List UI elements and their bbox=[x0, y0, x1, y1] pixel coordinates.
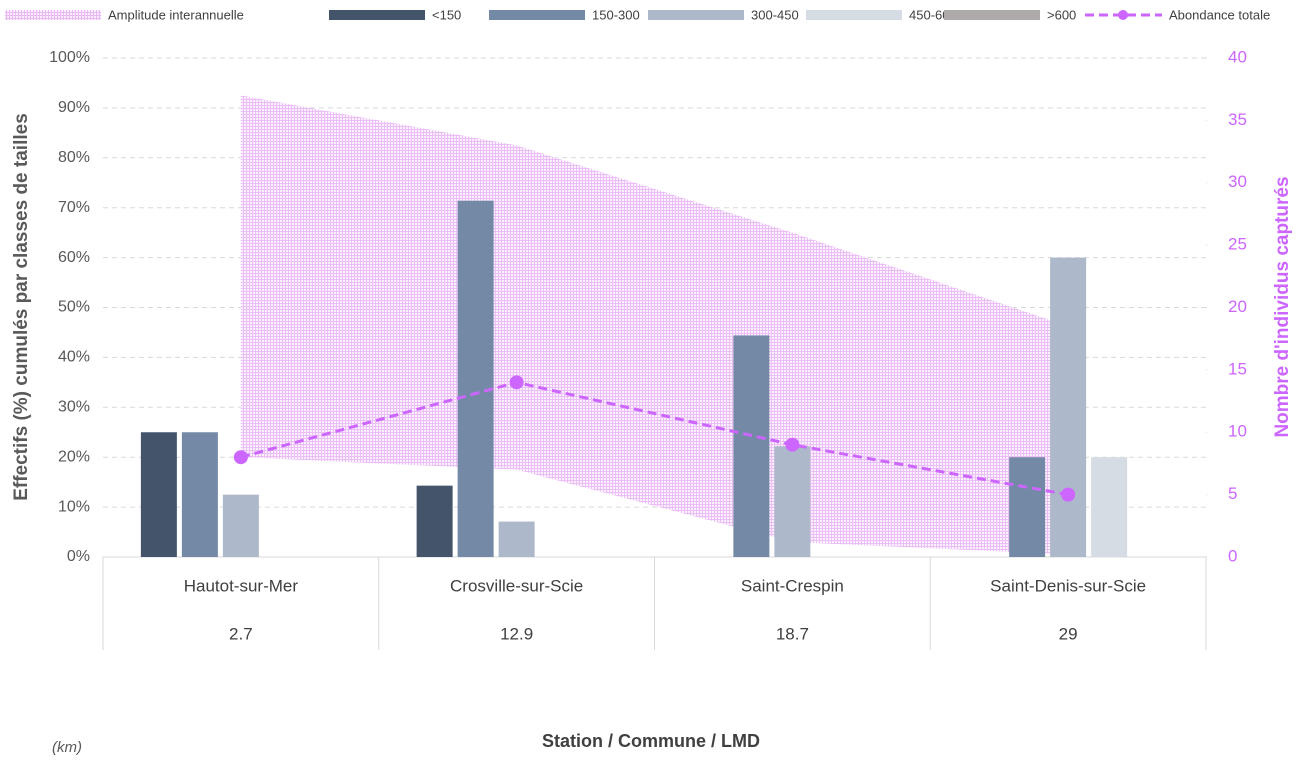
abundance-point bbox=[233, 450, 248, 465]
bar bbox=[457, 200, 494, 558]
y-tick-label: 10% bbox=[58, 498, 90, 515]
legend-swatch bbox=[806, 10, 902, 20]
x-tick-label: Hautot-sur-Mer bbox=[184, 576, 299, 595]
y-axis-title: Effectifs (%) cumulés par classes de tai… bbox=[11, 113, 32, 501]
y-tick-label: 60% bbox=[58, 249, 90, 266]
legend-marker bbox=[1118, 10, 1128, 20]
y2-tick-label: 0 bbox=[1228, 546, 1237, 565]
x-tick-label: Saint-Denis-sur-Scie bbox=[990, 576, 1146, 595]
legend-swatch bbox=[648, 10, 744, 20]
legend-label: Abondance totale bbox=[1169, 7, 1270, 22]
y-tick-label: 100% bbox=[49, 49, 90, 66]
legend-label: 300-450 bbox=[751, 7, 799, 22]
legend-label: 150-300 bbox=[592, 7, 640, 22]
y-tick-label: 50% bbox=[58, 299, 90, 316]
abundance-point bbox=[785, 437, 800, 452]
y-tick-label: 30% bbox=[58, 399, 90, 416]
y-tick-label: 40% bbox=[58, 349, 90, 366]
distance-label: 18.7 bbox=[776, 624, 809, 643]
y2-tick-label: 35 bbox=[1228, 110, 1247, 129]
abundance-point bbox=[1061, 487, 1076, 502]
bar bbox=[498, 521, 535, 557]
legend-swatch bbox=[944, 10, 1040, 20]
bar bbox=[181, 432, 218, 557]
abundance-line bbox=[240, 380, 1069, 497]
distance-label: 29 bbox=[1059, 624, 1078, 643]
bar bbox=[774, 446, 811, 557]
y-tick-label: 70% bbox=[58, 199, 90, 216]
legend-swatch bbox=[329, 10, 425, 20]
y-tick-label: 90% bbox=[58, 99, 90, 116]
y2-tick-label: 25 bbox=[1228, 235, 1247, 254]
distance-label: 12.9 bbox=[500, 624, 533, 643]
legend-swatch bbox=[489, 10, 585, 20]
legend-label: Amplitude interannuelle bbox=[108, 7, 244, 22]
y2-tick-label: 30 bbox=[1228, 172, 1247, 191]
y2-axis-title: Nombre d'individus capturés bbox=[1272, 176, 1293, 437]
x-axis-title: Station / Commune / LMD bbox=[542, 731, 760, 751]
legend-label: >600 bbox=[1047, 7, 1076, 22]
y2-tick-label: 40 bbox=[1228, 47, 1247, 66]
bar bbox=[140, 432, 177, 557]
bar bbox=[416, 485, 453, 557]
bar bbox=[1091, 457, 1128, 557]
legend-label: <150 bbox=[432, 7, 461, 22]
bar bbox=[1009, 457, 1046, 557]
legend-swatch bbox=[5, 10, 101, 20]
abundance-point bbox=[509, 375, 524, 390]
bar bbox=[1050, 257, 1087, 557]
amplitude-band bbox=[240, 95, 1069, 555]
y-tick-label: 0% bbox=[67, 548, 90, 565]
y2-tick-label: 5 bbox=[1228, 484, 1237, 503]
distance-label: 2.7 bbox=[229, 624, 253, 643]
bar bbox=[222, 494, 259, 557]
y2-tick-label: 10 bbox=[1228, 422, 1247, 441]
bar bbox=[733, 335, 770, 557]
y-tick-label: 20% bbox=[58, 448, 90, 465]
y2-tick-label: 15 bbox=[1228, 359, 1247, 378]
y2-tick-label: 20 bbox=[1228, 297, 1247, 316]
unit-note: (km) bbox=[52, 739, 82, 756]
y-tick-label: 80% bbox=[58, 149, 90, 166]
x-tick-label: Saint-Crespin bbox=[741, 576, 844, 595]
x-tick-label: Crosville-sur-Scie bbox=[450, 576, 583, 595]
